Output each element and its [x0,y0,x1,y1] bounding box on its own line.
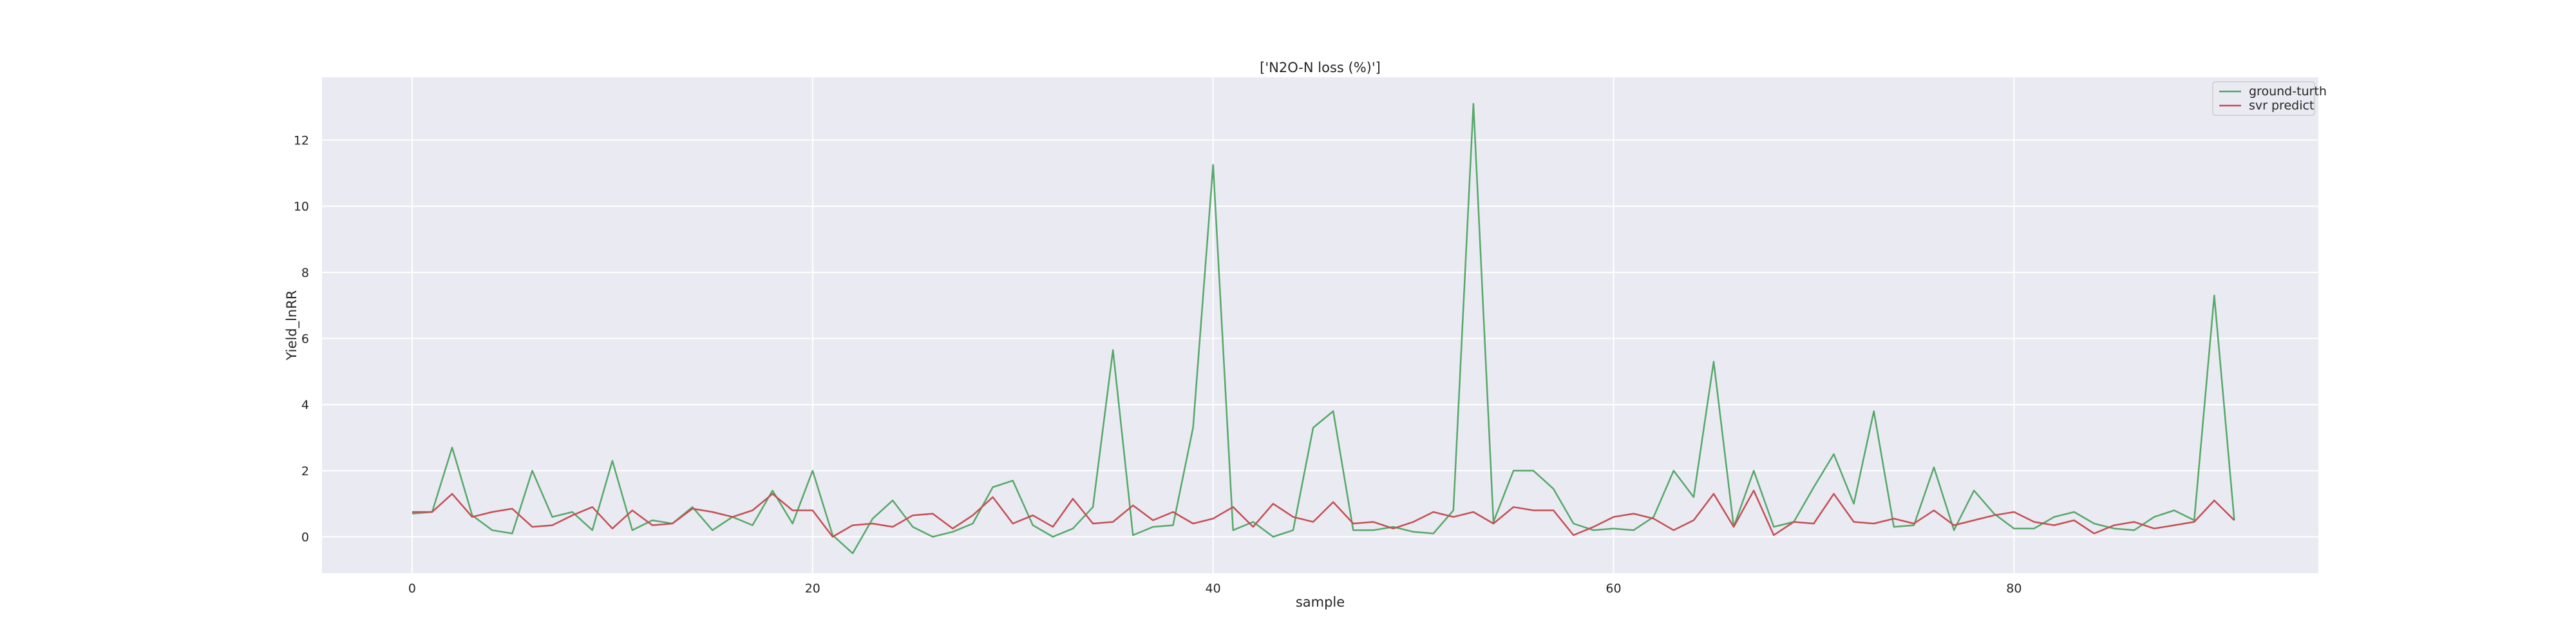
y-tick-label: 0 [301,531,309,545]
legend-label-ground-turth: ground-turth [2249,84,2327,99]
y-tick-label: 12 [294,134,309,148]
grid-lines [322,77,2318,573]
x-tick-label: 40 [1206,582,1221,596]
x-axis-title: sample [1296,594,1345,610]
y-tick-label: 8 [301,266,309,280]
y-tick-label: 6 [301,332,309,346]
y-tick-label: 2 [301,464,309,478]
x-tick-labels: 0 20 40 60 80 [408,582,2022,596]
y-tick-label: 10 [294,200,309,214]
series-lines [412,102,2235,554]
legend: ground-turth svr predict [2212,81,2327,116]
y-tick-labels: 0 2 4 6 8 10 12 [294,134,309,545]
y-tick-label: 4 [301,398,309,412]
x-tick-label: 60 [1605,582,1621,596]
series-line-svr-predict [412,489,2235,538]
x-tick-label: 80 [2006,582,2022,596]
plot-area [322,77,2318,573]
x-tick-label: 0 [408,582,416,596]
legend-label-svr-predict: svr predict [2249,99,2314,113]
legend-box [2212,81,2315,116]
y-axis-title: Yield_lnRR [284,290,300,361]
x-tick-label: 20 [805,582,820,596]
chart-title: ['N2O-N loss (%)'] [1260,60,1381,75]
series-line-ground-turth [412,102,2235,554]
